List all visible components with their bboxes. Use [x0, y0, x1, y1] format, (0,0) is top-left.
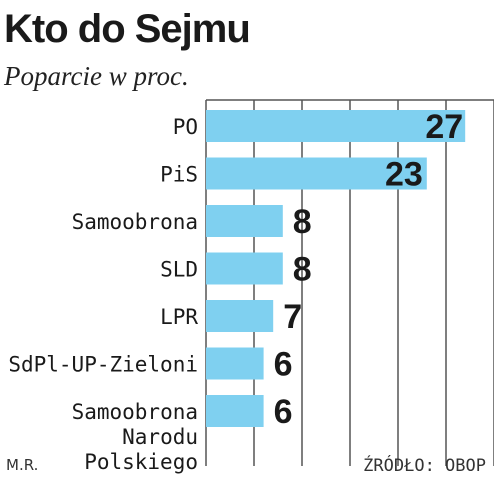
bars	[206, 110, 466, 427]
bar	[206, 300, 274, 332]
value-label: 8	[293, 251, 312, 289]
value-label: 7	[283, 298, 302, 336]
value-label: 8	[293, 203, 312, 241]
category-label: SdPl-UP-Zieloni	[8, 353, 198, 377]
category-label: SLD	[160, 258, 198, 282]
bar	[206, 110, 466, 142]
category-label: Narodu	[122, 425, 198, 449]
author-credit: M.R.	[6, 456, 39, 474]
bar	[206, 252, 283, 285]
category-label: PiS	[160, 163, 198, 187]
chart-subtitle: Poparcie w proc.	[4, 61, 189, 91]
chart-title: Kto do Sejmu	[4, 7, 251, 51]
value-label: 27	[425, 108, 463, 146]
category-label: PO	[173, 115, 198, 139]
source-note: ŹRÓDŁO: OBOP	[363, 456, 486, 476]
bar	[206, 157, 427, 190]
category-label: Samoobrona	[72, 400, 198, 424]
category-labels: PO PiS Samoobrona SLD LPR SdPl-UP-Zieloni Samo…	[8, 115, 198, 474]
value-label: 23	[385, 156, 423, 194]
bar	[206, 205, 283, 237]
value-label: 6	[274, 346, 293, 384]
bar	[206, 347, 264, 380]
category-label: LPR	[160, 305, 198, 329]
bar	[206, 395, 264, 427]
value-label: 6	[274, 393, 293, 431]
category-label: Samoobrona	[72, 210, 198, 234]
category-label: Polskiego	[84, 450, 198, 474]
